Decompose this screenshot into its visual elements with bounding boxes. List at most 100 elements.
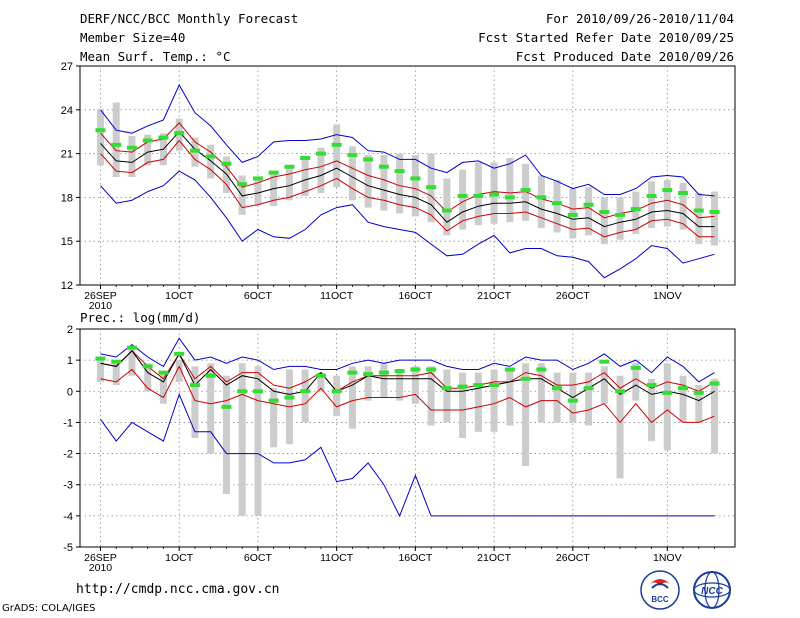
series-line-spread_high: [100, 350, 715, 392]
ensemble-box: [364, 155, 372, 208]
ensemble-box: [207, 363, 215, 454]
observed-marker: [158, 370, 169, 375]
ensemble-box: [128, 136, 136, 177]
ensemble-box: [301, 369, 309, 423]
ensemble-box: [411, 155, 419, 217]
observed-marker: [536, 367, 547, 372]
y-tick-label: -3: [63, 480, 73, 492]
observed-marker: [646, 193, 657, 198]
ensemble-box: [459, 169, 467, 230]
ensemble-box: [443, 369, 451, 423]
observed-marker: [583, 202, 594, 207]
observed-marker: [552, 386, 563, 391]
ensemble-box: [474, 162, 482, 226]
member-size: Member Size=40: [80, 30, 186, 45]
observed-marker: [473, 193, 484, 198]
x-tick-year: 2010: [89, 300, 113, 312]
ensemble-box: [443, 178, 451, 236]
ensemble-box: [348, 146, 356, 201]
observed-marker: [599, 210, 610, 214]
observed-marker: [520, 376, 531, 381]
observed-marker: [378, 164, 389, 169]
observed-marker: [693, 208, 704, 213]
grads-credit: GrADS: COLA/IGES: [2, 603, 96, 614]
x-tick-label: 1NOV: [653, 552, 682, 564]
observed-marker: [552, 201, 563, 206]
observed-marker: [174, 351, 185, 356]
series-line-spread_high: [100, 122, 715, 219]
ensemble-box: [254, 366, 262, 516]
ensemble-box: [695, 193, 703, 245]
ensemble-box: [600, 366, 608, 404]
observed-marker: [189, 383, 200, 388]
plot-frame: [79, 328, 736, 548]
x-tick-label: 1NOV: [653, 290, 682, 302]
forecast-period: For 2010/09/26-2010/11/04: [545, 11, 734, 26]
x-tick-label: 26SEP: [84, 290, 117, 302]
x-tick-label: 21OCT: [477, 290, 511, 302]
ensemble-box: [679, 182, 687, 230]
observed-marker: [394, 169, 405, 174]
ensemble-box: [616, 197, 624, 240]
observed-marker: [363, 157, 374, 162]
observed-marker: [410, 367, 421, 372]
ensemble-box: [663, 179, 671, 227]
ensemble-box: [459, 372, 467, 438]
ensemble-box: [711, 191, 719, 246]
ensemble-box: [317, 372, 325, 392]
observed-marker: [221, 161, 232, 166]
observed-marker: [646, 383, 657, 388]
ensemble-box: [663, 363, 671, 451]
ensemble-box: [144, 134, 152, 166]
ensemble-box: [427, 366, 435, 426]
observed-marker: [347, 153, 358, 158]
observed-marker: [567, 398, 578, 403]
observed-marker: [268, 398, 279, 403]
y-tick-label: 0: [67, 386, 73, 398]
chart-title: DERF/NCC/BCC Monthly Forecast: [80, 11, 299, 26]
ensemble-box: [222, 375, 230, 495]
series-line-p_high: [100, 83, 715, 197]
ensemble-box: [364, 366, 372, 401]
ensemble-box: [270, 174, 278, 207]
ensemble-box: [695, 385, 703, 423]
observed-marker: [473, 383, 484, 388]
observed-marker: [709, 381, 720, 386]
observed-marker: [441, 386, 452, 391]
bcc-logo: BCC: [640, 570, 680, 610]
observed-marker: [300, 389, 311, 394]
observed-marker: [536, 195, 547, 200]
observed-marker: [284, 164, 295, 169]
ensemble-box: [600, 197, 608, 245]
ensemble-box: [270, 388, 278, 448]
ensemble-box: [553, 372, 561, 423]
observed-marker: [662, 390, 673, 395]
x-tick-label: 26OCT: [556, 290, 590, 302]
x-tick-label: 1OCT: [165, 552, 194, 564]
ensemble-box: [144, 363, 152, 392]
observed-marker: [331, 389, 342, 394]
y-tick-label: -2: [63, 449, 73, 461]
ensemble-box: [585, 372, 593, 426]
observed-marker: [315, 373, 326, 378]
ensemble-box: [238, 363, 246, 516]
y-tick-label: -1: [63, 417, 73, 429]
observed-marker: [457, 384, 468, 389]
observed-marker: [126, 345, 137, 350]
x-tick-label: 1OCT: [165, 290, 194, 302]
ensemble-box: [553, 179, 561, 233]
observed-marker: [252, 389, 263, 394]
y-tick-label: -5: [63, 542, 73, 554]
observed-marker: [111, 359, 122, 364]
ensemble-box: [96, 357, 104, 382]
ensemble-box: [711, 378, 719, 454]
ensemble-box: [648, 378, 656, 442]
observed-marker: [331, 142, 342, 147]
observed-marker: [489, 383, 500, 388]
fcst-started-date: Fcst Started Refer Date 2010/09/25: [478, 30, 734, 45]
observed-marker: [678, 386, 689, 391]
ensemble-box: [317, 147, 325, 194]
